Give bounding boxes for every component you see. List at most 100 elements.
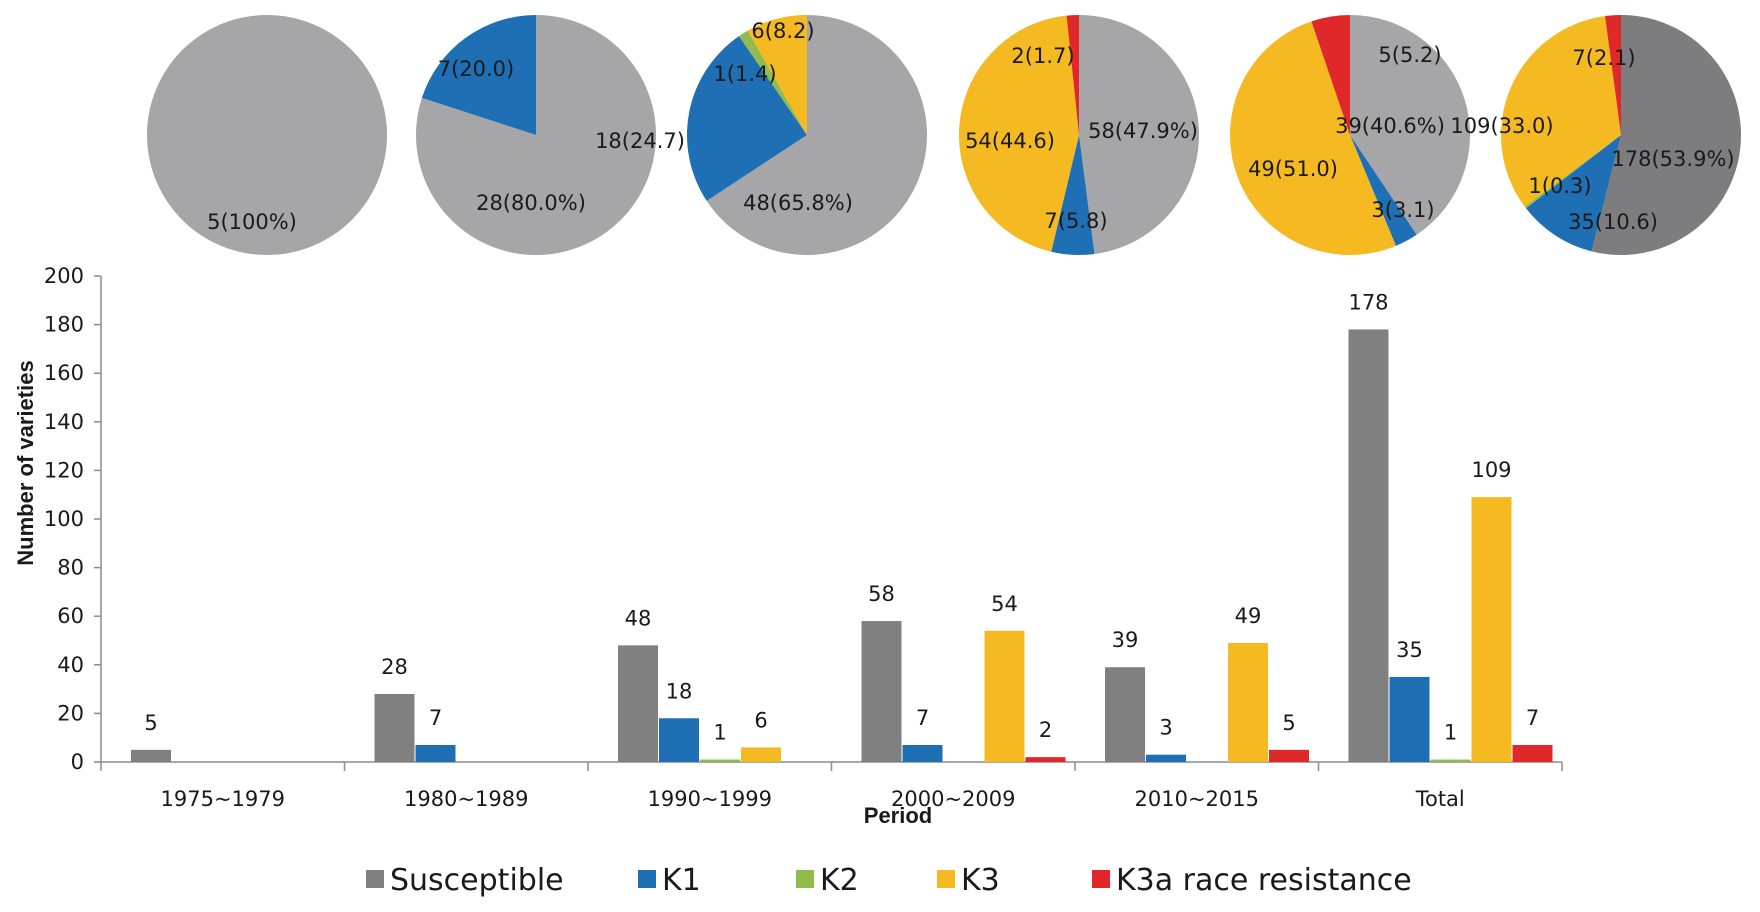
x-tick-label: 2000~2009 bbox=[891, 787, 1015, 811]
pie-6-slice-k2 bbox=[1524, 135, 1621, 209]
bar-susceptible bbox=[374, 693, 415, 762]
legend-label-k2: K2 bbox=[820, 863, 859, 898]
pie-charts: 5(100%) 28(80.0%) 7(20.0) 48(65.8%) 18(24.7)… bbox=[147, 14, 1742, 256]
bar-k2 bbox=[700, 759, 740, 762]
pie-6-slice-susceptible bbox=[1591, 14, 1742, 255]
pie-4-slice-k3a-race-resistance bbox=[1066, 15, 1079, 135]
x-tick-label: 1980~1989 bbox=[404, 787, 528, 811]
bar-value-label: 3 bbox=[1159, 716, 1172, 740]
pie-4-slice-susceptible bbox=[1079, 15, 1199, 254]
pie-6-label-k2: 1(0.3) bbox=[1528, 174, 1591, 198]
pie-2-slice-susceptible bbox=[415, 15, 656, 255]
pie-5-slice-k3a-race-resistance bbox=[1311, 15, 1350, 135]
pie-5-label-k3a-race-resistance: 5(5.2) bbox=[1378, 43, 1441, 67]
bar-chart-bars: 5 28 48 58 39 178 7 18 7 3 35 1 1 6 54 49 109 2 5 7 bbox=[131, 290, 1553, 762]
bar-value-label: 18 bbox=[666, 679, 693, 703]
bar-k2 bbox=[1430, 759, 1471, 762]
y-tick-label: 20 bbox=[57, 701, 84, 725]
legend-swatch-susceptible bbox=[366, 870, 384, 888]
pie-3-slice-k2 bbox=[739, 30, 807, 135]
bar-k1 bbox=[1146, 754, 1186, 762]
bar-value-label: 5 bbox=[144, 711, 157, 735]
pie-2-label-k1: 7(20.0) bbox=[438, 57, 515, 81]
pie-3-label-k2: 1(1.4) bbox=[713, 62, 776, 86]
y-tick-label: 200 bbox=[44, 264, 84, 288]
legend-swatch-k3a-race-resistance bbox=[1092, 870, 1110, 888]
pie-5-label-k3: 49(51.0) bbox=[1248, 157, 1338, 181]
bar-susceptible bbox=[861, 621, 902, 762]
bar-value-label: 28 bbox=[381, 655, 408, 679]
bar-value-label: 7 bbox=[429, 706, 442, 730]
bar-chart-axes: 0 20 40 60 80 100 120 140 160 180 200 1975~1979 1980… bbox=[44, 264, 1563, 811]
pie-3-label-k1: 18(24.7) bbox=[595, 129, 685, 153]
bar-k1 bbox=[659, 718, 699, 762]
pie-6-label-k3: 109(33.0) bbox=[1450, 114, 1553, 138]
pie-5-slice-k1 bbox=[1350, 135, 1417, 246]
x-axis-label: Period bbox=[864, 803, 932, 828]
bar-k3a-race-resistance bbox=[1025, 757, 1066, 762]
legend-label-k1: K1 bbox=[662, 863, 701, 898]
x-tick-label: 1975~1979 bbox=[161, 787, 285, 811]
y-tick-label: 80 bbox=[57, 556, 84, 580]
bar-susceptible bbox=[1348, 329, 1389, 762]
bar-susceptible bbox=[131, 749, 171, 762]
pie-4-label-k3: 54(44.6) bbox=[965, 129, 1055, 153]
legend-label-k3a-race-resistance: K3a race resistance bbox=[1116, 863, 1412, 898]
pie-4-slice-k1 bbox=[1051, 135, 1095, 256]
bar-susceptible bbox=[618, 645, 658, 762]
pie-5: 39(40.6%) 3(3.1) 49(51.0) 5(5.2) bbox=[1230, 14, 1471, 255]
pie-6: 178(53.9%) 35(10.6) 1(0.3) 109(33.0) 7(2.1) bbox=[1450, 14, 1742, 255]
bar-value-label: 49 bbox=[1235, 604, 1262, 628]
pie-4-label-k1: 7(5.8) bbox=[1044, 209, 1107, 233]
bar-value-label: 35 bbox=[1396, 638, 1423, 662]
y-tick-label: 180 bbox=[44, 313, 84, 337]
pie-5-slice-susceptible bbox=[1350, 14, 1471, 235]
bar-susceptible bbox=[1105, 667, 1145, 762]
pie-6-label-susceptible: 178(53.9%) bbox=[1611, 147, 1734, 171]
pie-3-slice-k1 bbox=[687, 36, 807, 201]
pie-6-slice-k3a-race-resistance bbox=[1605, 14, 1621, 136]
x-tick-label: 2010~2015 bbox=[1135, 787, 1259, 811]
legend-label-k3: K3 bbox=[961, 863, 1000, 898]
legend-swatch-k3 bbox=[937, 870, 955, 888]
y-tick-label: 120 bbox=[44, 458, 84, 482]
legend-swatch-k1 bbox=[638, 870, 656, 888]
bar-k3a-race-resistance bbox=[1512, 744, 1553, 762]
bar-value-label: 7 bbox=[916, 706, 929, 730]
bar-value-label: 6 bbox=[754, 708, 767, 732]
bar-k3 bbox=[984, 630, 1025, 762]
y-tick-label: 100 bbox=[44, 507, 84, 531]
x-tick-label: 1990~1999 bbox=[648, 787, 772, 811]
y-tick-label: 160 bbox=[44, 361, 84, 385]
pie-3-slice-susceptible bbox=[706, 15, 928, 255]
pie-2-slice-k1 bbox=[421, 14, 536, 136]
pie-4-label-susceptible: 58(47.9%) bbox=[1088, 119, 1198, 143]
bar-value-label: 39 bbox=[1112, 628, 1139, 652]
bar-value-label: 109 bbox=[1471, 458, 1511, 482]
y-tick-label: 140 bbox=[44, 410, 84, 434]
pie-4: 58(47.9%) 7(5.8) 54(44.6) 2(1.7) bbox=[959, 15, 1199, 256]
bar-value-label: 7 bbox=[1526, 706, 1539, 730]
pie-4-label-k3a-race-resistance: 2(1.7) bbox=[1011, 44, 1074, 68]
pie-1-label-susceptible: 5(100%) bbox=[207, 210, 297, 234]
bar-k1 bbox=[415, 744, 456, 762]
bar-k3a-race-resistance bbox=[1269, 749, 1309, 762]
pie-5-label-k1: 3(3.1) bbox=[1371, 198, 1434, 222]
bar-k1 bbox=[902, 744, 943, 762]
pie-2-label-susceptible: 28(80.0%) bbox=[476, 191, 586, 215]
pie-4-slice-k3 bbox=[959, 15, 1079, 252]
bar-value-label: 2 bbox=[1039, 718, 1052, 742]
pie-6-label-k3a-race-resistance: 7(2.1) bbox=[1572, 46, 1635, 70]
pie-3-label-k3: 6(8.2) bbox=[751, 19, 814, 43]
pie-3: 48(65.8%) 18(24.7) 1(1.4) 6(8.2) bbox=[595, 15, 928, 255]
y-tick-label: 60 bbox=[57, 604, 84, 628]
pie-1-slice-susceptible bbox=[147, 15, 387, 255]
bar-value-label: 5 bbox=[1282, 711, 1295, 735]
pie-5-slice-k3 bbox=[1230, 21, 1396, 255]
bar-k3 bbox=[1471, 497, 1512, 762]
pie-6-slice-k3 bbox=[1500, 16, 1621, 207]
pie-6-slice-k1 bbox=[1525, 135, 1621, 252]
bar-value-label: 58 bbox=[868, 582, 895, 606]
bar-k3 bbox=[741, 747, 781, 762]
